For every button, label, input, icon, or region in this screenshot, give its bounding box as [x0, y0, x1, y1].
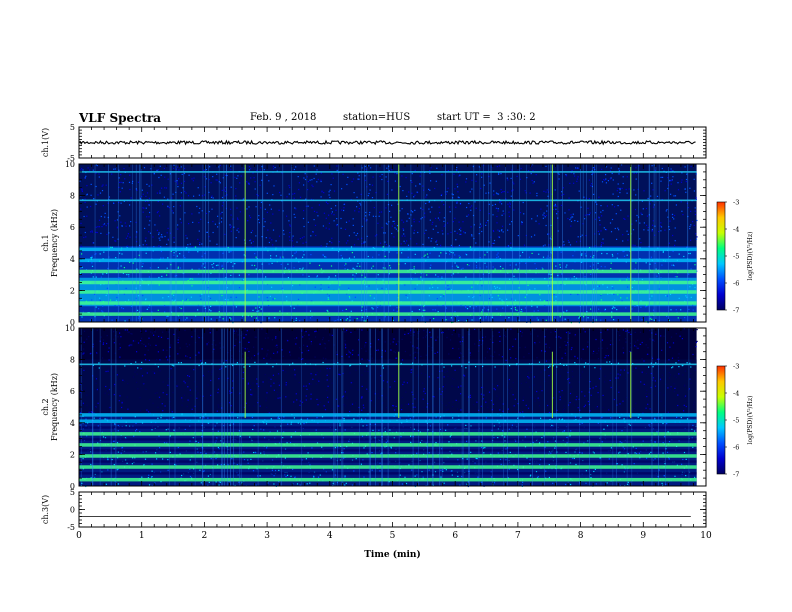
- ch1-waveform-x-ticks: [78, 127, 707, 158]
- x-tick-label-5: 5: [390, 531, 396, 541]
- ch2-spectrogram-band-7: [79, 363, 697, 366]
- ch2-spectrogram-cb-label: log(PSD)(V²/Hz): [747, 396, 754, 445]
- y-tick-label-4: 8: [70, 192, 75, 201]
- y-tick-label-1: 2: [70, 286, 75, 295]
- x-tick-label-6: 6: [452, 531, 458, 541]
- y-tick-label-0: 5: [70, 123, 75, 132]
- ch1-spectrogram-band-2: [79, 290, 697, 294]
- ch1-spectrogram-x-ticks: [78, 164, 707, 322]
- x-tick-label-8: 8: [578, 531, 584, 541]
- x-tick-label-1: 1: [139, 531, 145, 541]
- y-tick-label-3: 6: [70, 223, 75, 232]
- ch2-spectrogram-x-ticks: [78, 328, 707, 486]
- figure-title: VLF Spectra: [79, 111, 162, 125]
- ch1-spectrogram-cb-tick-3: -6: [733, 280, 739, 288]
- ch2-spectrogram-cb-tick-2: -5: [733, 417, 739, 425]
- x-tick-label-9: 9: [640, 531, 646, 541]
- start-time-label: start UT = 3 :30: 2: [437, 112, 536, 123]
- ch2-spectrogram-band-1: [79, 465, 697, 469]
- ch1-spectrogram-colorbar: [716, 201, 726, 311]
- station-label: station=HUS: [343, 112, 411, 123]
- ch1-waveform-ylabel-0: ch.1(V): [41, 128, 50, 157]
- ch2-spectrogram-band-2: [79, 454, 697, 458]
- y-tick-label-4: 8: [70, 356, 75, 365]
- ch1-spectrogram-band-5: [79, 258, 697, 263]
- ch1-spectrogram-band-1: [79, 301, 697, 305]
- ch1-spectrogram-band-4: [79, 269, 697, 274]
- ch1-spectrogram-band-3: [79, 280, 697, 285]
- ch3-waveform-y-ticks: 5 0 -5: [67, 488, 706, 532]
- ch1-spectrogram-cb-tick-4: -7: [733, 307, 739, 315]
- ch2-spectrogram-band-5: [79, 419, 697, 423]
- y-tick-label-1: -5: [67, 154, 75, 163]
- x-tick-label-4: 4: [327, 531, 333, 541]
- y-tick-label-5: 10: [65, 160, 75, 169]
- ch1-waveform-y-ticks: 5 -5: [67, 123, 706, 163]
- x-tick-label-10: 10: [700, 531, 712, 541]
- y-tick-label-0: 5: [70, 488, 75, 497]
- ch1-spectrogram-cb-tick-2: -5: [733, 253, 739, 261]
- ch2-spectrogram-band-0: [79, 477, 697, 482]
- ch1-spectrogram-image: [79, 164, 706, 324]
- ch2-spectrogram-cb-tick-0: -3: [733, 363, 739, 371]
- ch3-waveform-ylabel-0: ch.3(V): [41, 495, 50, 524]
- ch2-spectrogram-y-ticks: 0 2 4 6 8 10: [65, 324, 706, 491]
- y-tick-label-3: 6: [70, 387, 75, 396]
- y-tick-label-1: 0: [70, 506, 75, 515]
- date-label: Feb. 9 , 2018: [250, 112, 317, 123]
- ch2-spectrogram-cb-tick-1: -4: [733, 390, 739, 398]
- y-tick-label-2: 4: [70, 255, 75, 264]
- ch2-spectrogram-ylabel-0: ch.2: [41, 398, 50, 415]
- ch3-waveform-x-ticks: 0 1 2 3 4 5 6 7 8 9 10: [76, 492, 712, 541]
- ch1-waveform-trace: [79, 139, 696, 146]
- ch2-spectrogram-colorbar: [716, 365, 726, 475]
- ch2-spectrogram-ylabel-1: Frequency (kHz): [50, 373, 59, 441]
- ch1-spectrogram-cb-tick-1: -4: [733, 226, 739, 234]
- x-axis-label: Time (min): [364, 549, 421, 560]
- ch3-waveform-frame: [78, 491, 707, 528]
- ch1-spectrogram-ylabel-0: ch.1: [41, 234, 50, 251]
- x-tick-label-0: 0: [76, 531, 82, 541]
- ch2-spectrogram-cb-tick-3: -6: [733, 444, 739, 452]
- ch1-spectrogram-band-7: [79, 199, 697, 202]
- ch2-spectrogram-image: [79, 328, 706, 488]
- x-tick-label-7: 7: [515, 531, 521, 541]
- y-tick-label-0: 0: [70, 482, 75, 491]
- y-tick-label-2: -5: [67, 523, 75, 532]
- y-tick-label-1: 2: [70, 450, 75, 459]
- x-tick-label-2: 2: [202, 531, 208, 541]
- ch2-spectrogram-cb-tick-4: -7: [733, 471, 739, 479]
- ch1-spectrogram-band-0: [79, 312, 697, 316]
- y-tick-label-2: 4: [70, 419, 75, 428]
- ch1-spectrogram-band-8: [79, 171, 697, 173]
- ch1-spectrogram-band-6: [79, 247, 697, 252]
- y-tick-label-5: 10: [65, 324, 75, 333]
- x-tick-label-3: 3: [264, 531, 270, 541]
- ch2-spectrogram-band-3: [79, 443, 697, 447]
- ch2-spectrogram-band-4: [79, 432, 697, 436]
- ch1-spectrogram-cb-label: log(PSD)(V²/Hz): [747, 232, 754, 281]
- ch2-spectrogram-band-6: [79, 413, 697, 417]
- y-tick-label-0: 0: [70, 318, 75, 327]
- ch1-spectrogram-ylabel-1: Frequency (kHz): [50, 209, 59, 277]
- ch1-spectrogram-y-ticks: 0 2 4 6 8 10: [65, 160, 706, 327]
- ch1-spectrogram-cb-tick-0: -3: [733, 199, 739, 207]
